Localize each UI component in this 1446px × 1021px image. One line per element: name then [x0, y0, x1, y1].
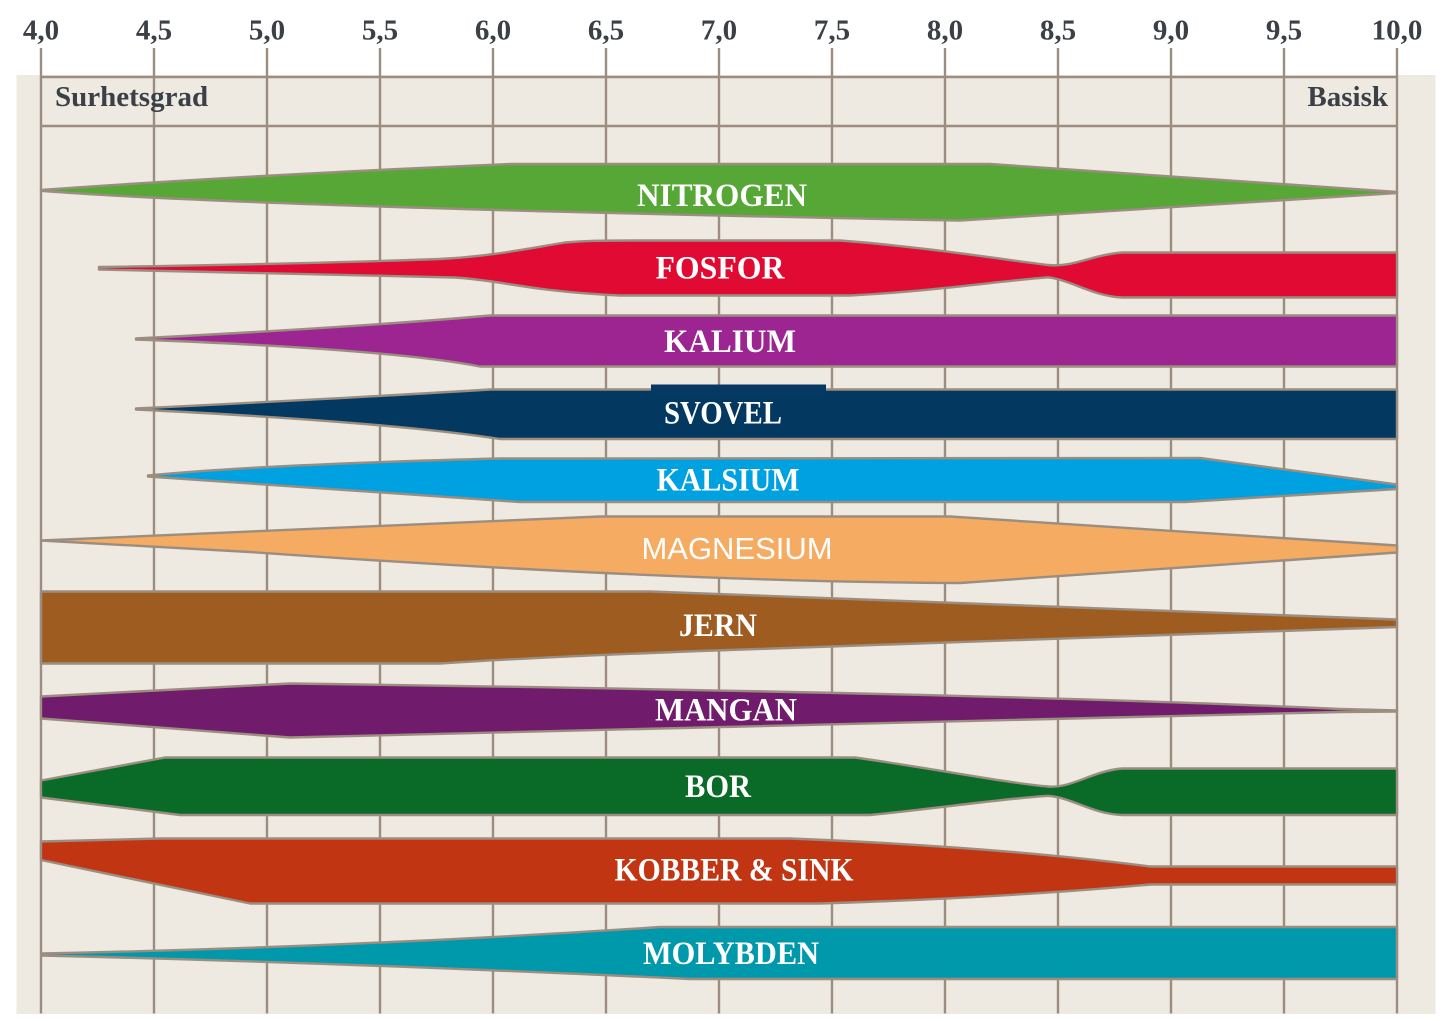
- svg-text:KOBBER & SINK: KOBBER & SINK: [615, 853, 854, 889]
- svg-text:8,0: 8,0: [927, 15, 963, 47]
- svg-text:6,0: 6,0: [475, 15, 511, 47]
- svg-text:6,5: 6,5: [588, 15, 624, 47]
- svg-text:FOSFOR: FOSFOR: [656, 251, 786, 287]
- svg-text:KALSIUM: KALSIUM: [657, 463, 800, 499]
- svg-text:4,5: 4,5: [136, 15, 172, 47]
- svg-text:7,0: 7,0: [701, 15, 737, 47]
- svg-text:9,5: 9,5: [1266, 15, 1302, 47]
- svg-text:MANGAN: MANGAN: [655, 693, 797, 729]
- svg-text:5,0: 5,0: [249, 15, 285, 47]
- svg-text:Surhetsgrad: Surhetsgrad: [55, 81, 208, 113]
- svg-text:10,0: 10,0: [1372, 15, 1423, 47]
- svg-text:Basisk: Basisk: [1307, 81, 1388, 113]
- svg-text:MOLYBDEN: MOLYBDEN: [643, 936, 819, 972]
- svg-text:KALIUM: KALIUM: [664, 324, 796, 360]
- svg-text:BOR: BOR: [685, 769, 752, 805]
- svg-text:NITROGEN: NITROGEN: [637, 178, 807, 214]
- svg-text:9,0: 9,0: [1153, 15, 1189, 47]
- svg-text:MAGNESIUM: MAGNESIUM: [642, 531, 833, 566]
- svg-text:8,5: 8,5: [1040, 15, 1076, 47]
- svg-text:SVOVEL: SVOVEL: [664, 396, 782, 432]
- svg-text:7,5: 7,5: [814, 15, 850, 47]
- svg-text:JERN: JERN: [679, 608, 757, 644]
- svg-text:4,0: 4,0: [23, 15, 59, 47]
- svg-text:5,5: 5,5: [362, 15, 398, 47]
